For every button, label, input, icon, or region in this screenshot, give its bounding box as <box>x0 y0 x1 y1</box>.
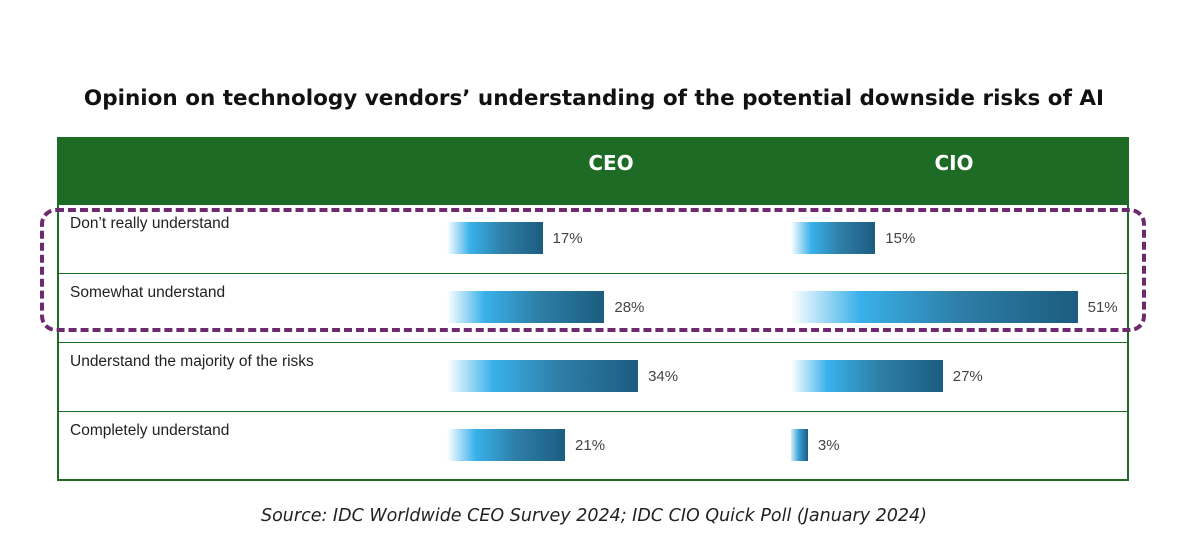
category-label: Understand the majority of the risks <box>70 353 314 370</box>
bar-ceo <box>447 291 605 323</box>
highlight-outline <box>40 208 1146 332</box>
source-note: Source: IDC Worldwide CEO Survey 2024; I… <box>260 506 928 526</box>
bar-cio <box>791 291 1078 323</box>
bar-cio <box>791 222 876 254</box>
value-label-ceo: 28% <box>614 299 645 316</box>
value-label-cio: 15% <box>885 230 916 247</box>
category-label: Somewhat understand <box>70 284 226 301</box>
value-label-cio: 27% <box>952 368 983 385</box>
row-divider <box>59 342 1127 343</box>
row-divider <box>59 411 1127 412</box>
value-label-ceo: 34% <box>648 368 679 385</box>
bar-ceo <box>447 360 639 392</box>
bar-cio <box>791 429 808 461</box>
series-header-cio: CIO <box>934 151 974 175</box>
header-band <box>59 139 1127 205</box>
bar-cio <box>791 360 943 392</box>
chart-table: CEO CIO Don’t really understand 17% 15% Som… <box>57 137 1129 481</box>
bar-ceo <box>447 222 543 254</box>
value-label-cio: 51% <box>1087 299 1118 316</box>
row-divider <box>59 273 1127 274</box>
value-label-ceo: 21% <box>575 437 606 454</box>
category-label: Completely understand <box>70 422 230 439</box>
value-label-ceo: 17% <box>552 230 583 247</box>
bar-ceo <box>447 429 566 461</box>
series-header-ceo: CEO <box>588 151 634 175</box>
chart-title: Opinion on technology vendors’ understan… <box>83 86 1105 111</box>
value-label-cio: 3% <box>817 437 840 454</box>
category-label: Don’t really understand <box>70 215 230 232</box>
